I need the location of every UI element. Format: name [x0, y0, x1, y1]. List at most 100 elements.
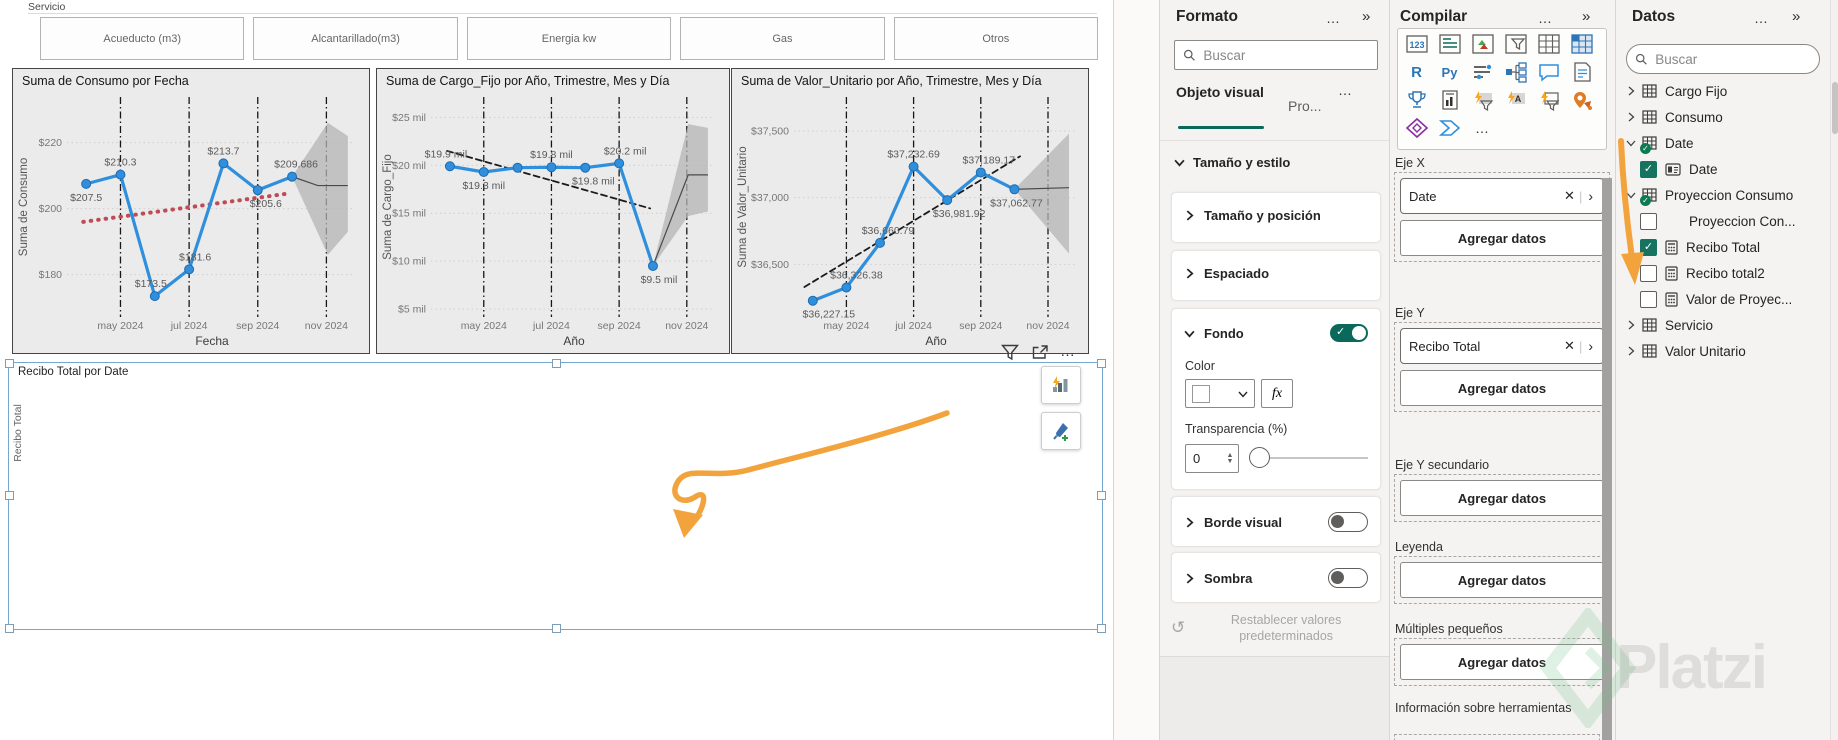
tab-propiedades[interactable]: Pro... — [1288, 98, 1322, 114]
card-fondo-header[interactable]: Fondo — [1172, 309, 1380, 357]
stepper-icons[interactable]: ▲ ▼ — [1226, 451, 1234, 465]
tree-row-proyeccion-con-[interactable]: Proyeccion Con... — [1616, 208, 1831, 234]
resize-handle-sw[interactable] — [5, 624, 14, 633]
tree-row-cargo-fijo[interactable]: Cargo Fijo — [1616, 78, 1831, 104]
tab-objeto-visual[interactable]: Objeto visual — [1176, 84, 1264, 100]
paginated-report-icon[interactable] — [1433, 86, 1466, 114]
field-checkbox[interactable] — [1640, 264, 1657, 282]
powerbi-report-lightning-icon[interactable] — [1466, 86, 1499, 114]
scrollbar-thumb[interactable] — [1832, 82, 1838, 134]
resize-handle-n[interactable] — [552, 359, 561, 368]
card-sombra[interactable]: Sombra — [1171, 552, 1381, 603]
resize-handle-e[interactable] — [1097, 491, 1106, 500]
agregar-datos-eje-y-button[interactable]: Agregar datos — [1400, 370, 1604, 406]
transparency-slider[interactable] — [1247, 444, 1370, 471]
chevron-right-icon[interactable] — [1624, 346, 1638, 356]
r-script-icon[interactable]: R — [1411, 63, 1422, 81]
gallery-more-icon[interactable]: … — [1475, 120, 1490, 136]
agregar-datos-eje-x-button[interactable]: Agregar datos — [1400, 220, 1604, 256]
focus-mode-icon[interactable] — [1030, 343, 1050, 362]
kpi-visual-icon[interactable] — [1466, 30, 1499, 58]
field-checkbox[interactable] — [1640, 290, 1657, 308]
suggest-visual-button[interactable] — [1041, 366, 1081, 404]
tree-row-date[interactable]: ✓ Date — [1616, 156, 1831, 182]
tree-row-recibo-total[interactable]: ✓ Recibo Total — [1616, 234, 1831, 260]
build-pane-scrollbar[interactable] — [1602, 178, 1612, 740]
reset-defaults-button[interactable]: ↺ Restablecer valores predeterminados — [1171, 613, 1342, 644]
format-pane-options-icon[interactable]: … — [1326, 10, 1341, 26]
data-search[interactable] — [1626, 44, 1820, 74]
qa-visual-icon[interactable] — [1532, 58, 1565, 86]
resize-handle-nw[interactable] — [5, 359, 14, 368]
field-pill-recibo-total[interactable]: Recibo Total ✕ | › — [1400, 328, 1604, 364]
field-pill-date[interactable]: Date ✕ | › — [1400, 178, 1604, 214]
multirow-card-icon[interactable] — [1433, 30, 1466, 58]
tree-row-servicio[interactable]: Servicio — [1616, 312, 1831, 338]
tree-row-consumo[interactable]: Consumo — [1616, 104, 1831, 130]
fondo-toggle[interactable] — [1330, 324, 1368, 342]
card-visual-icon[interactable]: 123 — [1400, 30, 1433, 58]
resize-handle-ne[interactable] — [1097, 359, 1106, 368]
arcgis-map-icon[interactable] — [1565, 86, 1598, 114]
agregar-datos-leyenda-button[interactable]: Agregar datos — [1400, 562, 1604, 598]
section-tamano-y-estilo[interactable]: Tamaño y estilo — [1174, 155, 1290, 170]
borde-visual-toggle[interactable] — [1328, 512, 1368, 532]
tree-row-valor-de-proyec-[interactable]: Valor de Proyec... — [1616, 286, 1831, 312]
power-apps-icon[interactable] — [1400, 114, 1433, 142]
chevron-right-icon[interactable] — [1624, 86, 1638, 96]
build-pane-options-icon[interactable]: … — [1538, 10, 1553, 26]
format-search[interactable] — [1174, 40, 1378, 70]
tree-row-proyeccion-consumo[interactable]: ✓ Proyeccion Consumo — [1616, 182, 1831, 208]
chevron-down-icon[interactable] — [1624, 138, 1638, 148]
chart-cargo-fijo[interactable]: Suma de Cargo_Fijo por Año, Trimestre, M… — [376, 68, 730, 354]
power-automate-icon[interactable] — [1433, 114, 1466, 142]
slicer-button-acueducto[interactable]: Acueducto (m3) — [40, 17, 245, 60]
collapse-format-pane-icon[interactable]: » — [1362, 8, 1371, 25]
smart-narrative-icon[interactable] — [1565, 58, 1598, 86]
slicer-button-energia[interactable]: Energia kw — [466, 17, 672, 60]
data-pane-options-icon[interactable]: … — [1754, 10, 1769, 26]
chevron-right-icon[interactable] — [1624, 112, 1638, 122]
resize-handle-s[interactable] — [552, 624, 561, 633]
filter-icon[interactable] — [1000, 343, 1020, 362]
ai-slicer-lightning-icon[interactable] — [1532, 86, 1565, 114]
remove-field-icon[interactable]: ✕ — [1564, 338, 1575, 353]
card-borde-visual[interactable]: Borde visual — [1171, 496, 1381, 547]
chart-valor-unitario[interactable]: Suma de Valor_Unitario por Año, Trimestr… — [731, 68, 1089, 354]
table-visual-icon[interactable] — [1532, 30, 1565, 58]
slicer-button-alcantarillado[interactable]: Alcantarillado(m3) — [253, 17, 458, 60]
chart-consumo[interactable]: Suma de Consumo por Fecha $180 $200 $220 ma… — [12, 68, 370, 354]
slicer-button-otros[interactable]: Otros — [893, 17, 1099, 60]
python-script-icon[interactable]: Py — [1441, 64, 1458, 80]
tree-row-valor-unitario[interactable]: Valor Unitario — [1616, 338, 1831, 364]
fx-conditional-format-button[interactable]: fx — [1261, 379, 1293, 408]
ai-narrative-lightning-icon[interactable]: A — [1499, 86, 1532, 114]
report-canvas[interactable]: Servicio Acueducto (m3) Alcantarillado(m… — [0, 0, 1112, 740]
field-options-icon[interactable]: › — [1588, 188, 1593, 204]
more-options-icon[interactable]: … — [1060, 343, 1076, 360]
color-dropdown[interactable] — [1185, 379, 1255, 408]
sombra-toggle[interactable] — [1328, 568, 1368, 588]
field-checkbox[interactable] — [1640, 212, 1657, 230]
slicer-button-gas[interactable]: Gas — [680, 17, 885, 60]
chevron-right-icon[interactable] — [1624, 320, 1638, 330]
selected-visual-recibo-total[interactable]: Recibo Total por Date Recibo Total — [5, 359, 1106, 633]
chevron-down-icon[interactable] — [1624, 190, 1638, 200]
matrix-visual-icon[interactable] — [1565, 30, 1598, 58]
collapse-data-pane-icon[interactable]: » — [1792, 8, 1801, 25]
tile-slicer-icon[interactable] — [1466, 58, 1499, 86]
remove-field-icon[interactable]: ✕ — [1564, 188, 1575, 203]
field-checkbox[interactable]: ✓ — [1640, 160, 1657, 178]
decomposition-tree-icon[interactable] — [1499, 58, 1532, 86]
tabs-more-icon[interactable]: … — [1338, 82, 1352, 98]
format-visual-button[interactable] — [1041, 412, 1081, 450]
card-tamano-y-posicion[interactable]: Tamaño y posición — [1171, 192, 1381, 243]
format-search-input[interactable] — [1201, 46, 1369, 64]
agregar-datos-multiplos-button[interactable]: Agregar datos — [1400, 644, 1604, 680]
metrics-trophy-icon[interactable] — [1400, 86, 1433, 114]
slicer-visual-icon[interactable] — [1499, 30, 1532, 58]
field-options-icon[interactable]: › — [1588, 338, 1593, 354]
tree-row-date[interactable]: ✓ Date — [1616, 130, 1831, 156]
slider-knob[interactable] — [1249, 447, 1270, 468]
resize-handle-se[interactable] — [1097, 624, 1106, 633]
